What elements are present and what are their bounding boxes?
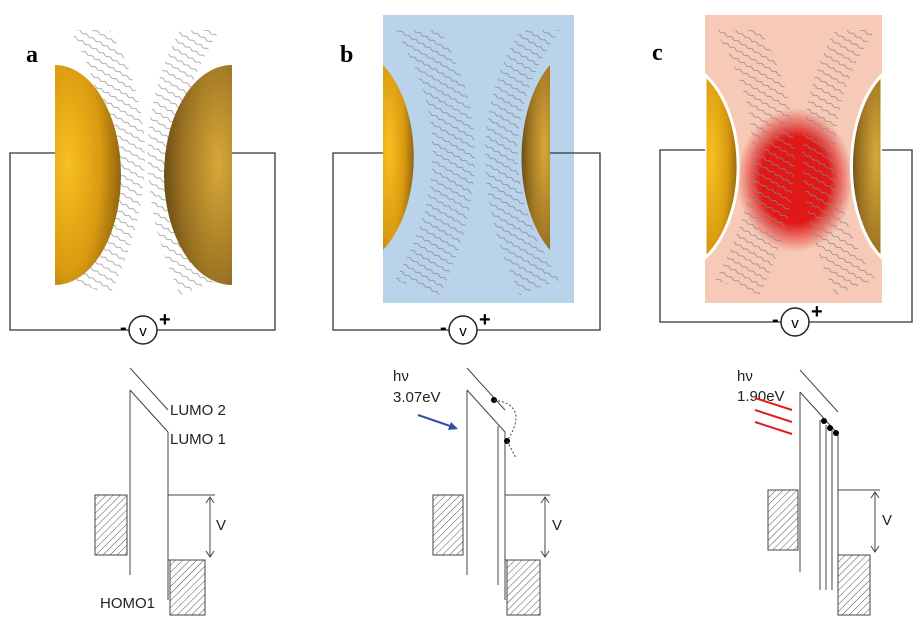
plus: + [479,309,491,331]
meter-label: v [139,323,147,340]
electrode-band [838,555,870,615]
panel-b: b - v + V hν 3.07eV [333,15,600,615]
minus: - [120,317,127,339]
bias-arrow [206,497,214,557]
arrow-head [448,422,458,430]
figure: a - v + V LUMO 2 LUMO 1 HOMO1 b - v + V … [0,0,914,620]
electrode-band [95,495,127,555]
level-label: LUMO 2 [170,402,226,419]
minus: - [772,309,779,331]
panel-label: c [652,40,663,66]
bias-arrow [541,497,549,557]
photon-energy: 1.90eV [737,388,785,405]
level-label: HOMO1 [100,595,155,612]
electron [827,425,833,431]
bias-label: V [552,517,562,534]
panel-label: a [26,42,38,68]
panel-a: a - v + V LUMO 2 LUMO 1 HOMO1 [10,30,275,615]
electrode-band [768,490,798,550]
photon: hν [393,368,409,385]
electrons [821,418,839,436]
photon-energy: 3.07eV [393,389,441,406]
electron [833,430,839,436]
panel-label: b [340,42,353,68]
minus: - [440,317,447,339]
bias-arrow [871,492,879,552]
bias-label: V [882,512,892,529]
plus: + [159,309,171,331]
panel-c: c - v + V hν 1.90eV [652,15,912,615]
bias-label: V [216,517,226,534]
electrode-band [507,560,540,615]
electrode-band [433,495,463,555]
meter-label: v [791,315,799,332]
level-label: LUMO 1 [170,431,226,448]
electron [821,418,827,424]
photon: hν [737,368,753,385]
electrode-band [170,560,205,615]
plus: + [811,301,823,323]
meter-label: v [459,323,467,340]
